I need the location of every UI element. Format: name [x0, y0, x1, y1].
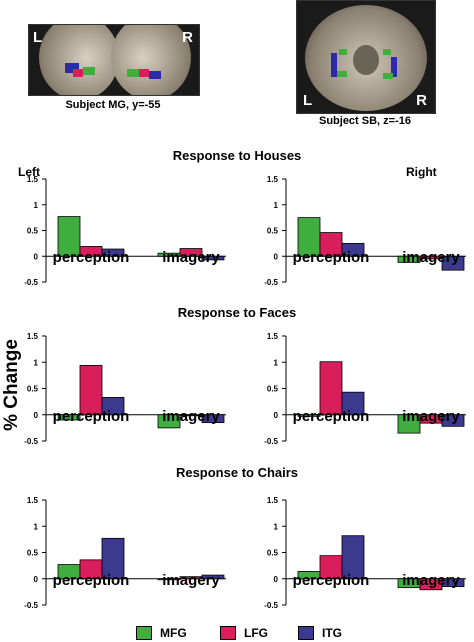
y-tick-label: -0.5 — [24, 601, 38, 610]
brain-image-mg: L R — [28, 24, 200, 96]
y-tick-label: 1 — [274, 201, 279, 210]
bar-itg-imagery — [201, 414, 225, 424]
bar-mfg-perception — [57, 216, 81, 257]
y-tick-label: 1.5 — [267, 332, 279, 341]
y-tick-label: 1 — [274, 358, 279, 367]
bar-itg-imagery — [201, 255, 225, 261]
y-tick-label: 0.5 — [27, 549, 39, 558]
y-tick-label: 0 — [34, 411, 39, 420]
title-faces: Response to Faces — [177, 305, 297, 320]
category-label-perception: perception — [293, 249, 370, 266]
y-tick-label: 0.5 — [267, 549, 279, 558]
y-tick-label: -0.5 — [264, 437, 278, 446]
bar-mfg-imagery — [157, 414, 181, 429]
bar-mfg-imagery — [397, 255, 421, 263]
bar-itg-perception — [341, 391, 365, 416]
image-caption-sb: Subject SB, z=-16 — [318, 115, 411, 127]
bar-mfg-perception — [57, 414, 81, 421]
y-tick-label: 0.5 — [27, 227, 39, 236]
bar-mfg-imagery — [397, 414, 421, 434]
right-marker: R — [416, 92, 427, 109]
y-tick-label: -0.5 — [264, 601, 278, 610]
y-tick-label: 1 — [34, 358, 39, 367]
y-tick-label: 0.5 — [27, 385, 39, 394]
category-label-imagery: imagery — [162, 408, 220, 425]
legend-swatch-lfg — [220, 626, 236, 640]
y-tick-label: 0.5 — [267, 227, 279, 236]
image-caption-mg: Subject MG, y=-55 — [65, 99, 161, 111]
y-tick-label: 1.5 — [27, 175, 39, 184]
legend-item-lfg: LFG — [220, 626, 268, 640]
left-hemisphere-label: Left — [18, 165, 40, 179]
y-tick-label: 1.5 — [27, 332, 39, 341]
y-tick-label: 0.5 — [267, 385, 279, 394]
bar-itg-perception — [101, 397, 125, 416]
y-tick-label: -0.5 — [264, 278, 278, 287]
category-label-perception: perception — [293, 408, 370, 425]
category-label-perception: perception — [53, 408, 130, 425]
brain-image-sb: L R — [296, 0, 436, 114]
bar-itg-imagery — [441, 255, 465, 271]
bar-itg-imagery — [441, 578, 465, 588]
bar-itg-perception — [101, 248, 125, 257]
y-tick-label: 1.5 — [267, 496, 279, 505]
bar-lfg-perception — [79, 364, 103, 416]
legend-label-lfg: LFG — [244, 626, 268, 640]
bar-itg-perception — [101, 537, 125, 580]
right-marker: R — [182, 29, 193, 46]
y-tick-label: -0.5 — [24, 278, 38, 287]
bar-itg-perception — [341, 242, 365, 257]
bar-itg-imagery — [441, 414, 465, 427]
category-label-perception: perception — [53, 572, 130, 589]
y-tick-label: -0.5 — [24, 437, 38, 446]
title-houses: Response to Houses — [172, 148, 302, 163]
left-marker: L — [33, 29, 43, 46]
bar-lfg-perception — [319, 361, 343, 416]
y-tick-label: 1 — [34, 522, 39, 531]
y-tick-label: 0 — [274, 575, 279, 584]
y-tick-label: 1.5 — [267, 175, 279, 184]
category-label-imagery: imagery — [162, 572, 220, 589]
category-label-imagery: imagery — [402, 249, 460, 266]
category-label-imagery: imagery — [162, 249, 220, 266]
bar-mfg-perception — [297, 414, 321, 417]
category-label-perception: perception — [53, 249, 130, 266]
bar-lfg-imagery — [179, 248, 203, 257]
y-tick-label: 0 — [34, 575, 39, 584]
left-marker: L — [303, 92, 313, 109]
legend-item-mfg: MFG — [136, 626, 187, 640]
category-label-imagery: imagery — [402, 408, 460, 425]
legend-swatch-itg — [298, 626, 314, 640]
y-tick-label: 0 — [274, 411, 279, 420]
y-tick-label: 0 — [274, 252, 279, 261]
legend-item-itg: ITG — [298, 626, 342, 640]
bar-mfg-imagery — [157, 578, 181, 581]
category-label-perception: perception — [293, 572, 370, 589]
y-tick-label: 1 — [34, 201, 39, 210]
bar-itg-imagery — [201, 574, 225, 580]
title-chairs: Response to Chairs — [175, 465, 299, 480]
legend-label-mfg: MFG — [160, 626, 187, 640]
legend-label-itg: ITG — [322, 626, 342, 640]
legend-swatch-mfg — [136, 626, 152, 640]
y-tick-label: 1.5 — [27, 496, 39, 505]
bar-itg-perception — [341, 535, 365, 580]
right-hemisphere-label: Right — [406, 165, 437, 179]
y-tick-label: 1 — [274, 522, 279, 531]
category-label-imagery: imagery — [402, 572, 460, 589]
y-tick-label: 0 — [34, 252, 39, 261]
